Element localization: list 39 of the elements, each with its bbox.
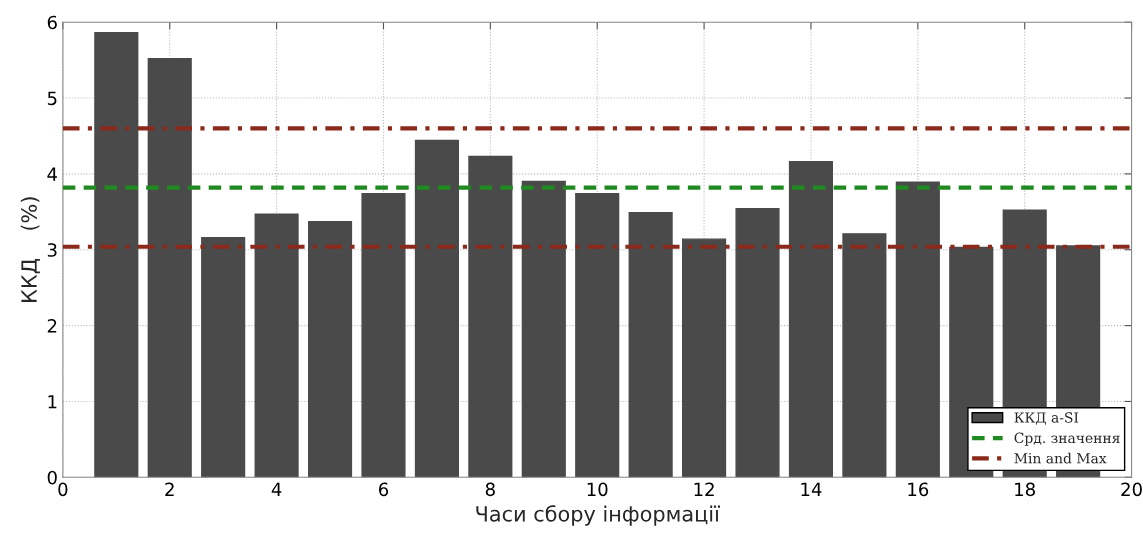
bar bbox=[414, 139, 459, 478]
x-tick-label: 16 bbox=[908, 482, 929, 497]
legend-label: Срд. значення bbox=[1014, 432, 1120, 446]
x-tick-label: 20 bbox=[1121, 482, 1142, 497]
x-axis-title: Часи сбору інформації bbox=[476, 505, 720, 526]
bar bbox=[788, 161, 834, 478]
bar bbox=[895, 181, 940, 478]
bar bbox=[307, 220, 353, 478]
bar bbox=[575, 192, 620, 478]
y-tick-label: 4 bbox=[47, 167, 57, 181]
x-tick-label: 10 bbox=[587, 482, 608, 497]
x-tick-label: 4 bbox=[271, 482, 282, 496]
x-tick-label: 2 bbox=[165, 482, 174, 496]
bar bbox=[254, 213, 299, 478]
x-tick-label: 12 bbox=[694, 482, 714, 496]
x-tick-label: 0 bbox=[58, 482, 68, 497]
x-tick-label: 18 bbox=[1015, 482, 1035, 497]
bar bbox=[468, 155, 513, 478]
y-tick-label: 3 bbox=[47, 243, 57, 257]
bar bbox=[147, 57, 192, 478]
y-tick-label: 5 bbox=[47, 91, 57, 106]
bar bbox=[682, 238, 727, 478]
y-axis-title: ККД (%) bbox=[20, 197, 40, 302]
bar bbox=[361, 192, 406, 478]
y-tick-label: 0 bbox=[47, 470, 57, 485]
bar bbox=[842, 233, 887, 478]
y-tick-label: 1 bbox=[48, 395, 57, 409]
bar bbox=[94, 32, 139, 478]
bar bbox=[201, 236, 246, 478]
bar bbox=[521, 180, 566, 478]
x-tick-label: 8 bbox=[485, 482, 495, 497]
y-tick-label: 6 bbox=[47, 15, 57, 30]
bar bbox=[735, 208, 780, 478]
legend-label: ККД a-SI bbox=[1014, 412, 1079, 425]
x-tick-label: 6 bbox=[378, 482, 389, 497]
legend-label: Min and Max bbox=[1014, 452, 1107, 464]
y-tick-label: 2 bbox=[47, 319, 57, 333]
x-tick-label: 14 bbox=[801, 482, 822, 496]
bar bbox=[628, 211, 673, 478]
